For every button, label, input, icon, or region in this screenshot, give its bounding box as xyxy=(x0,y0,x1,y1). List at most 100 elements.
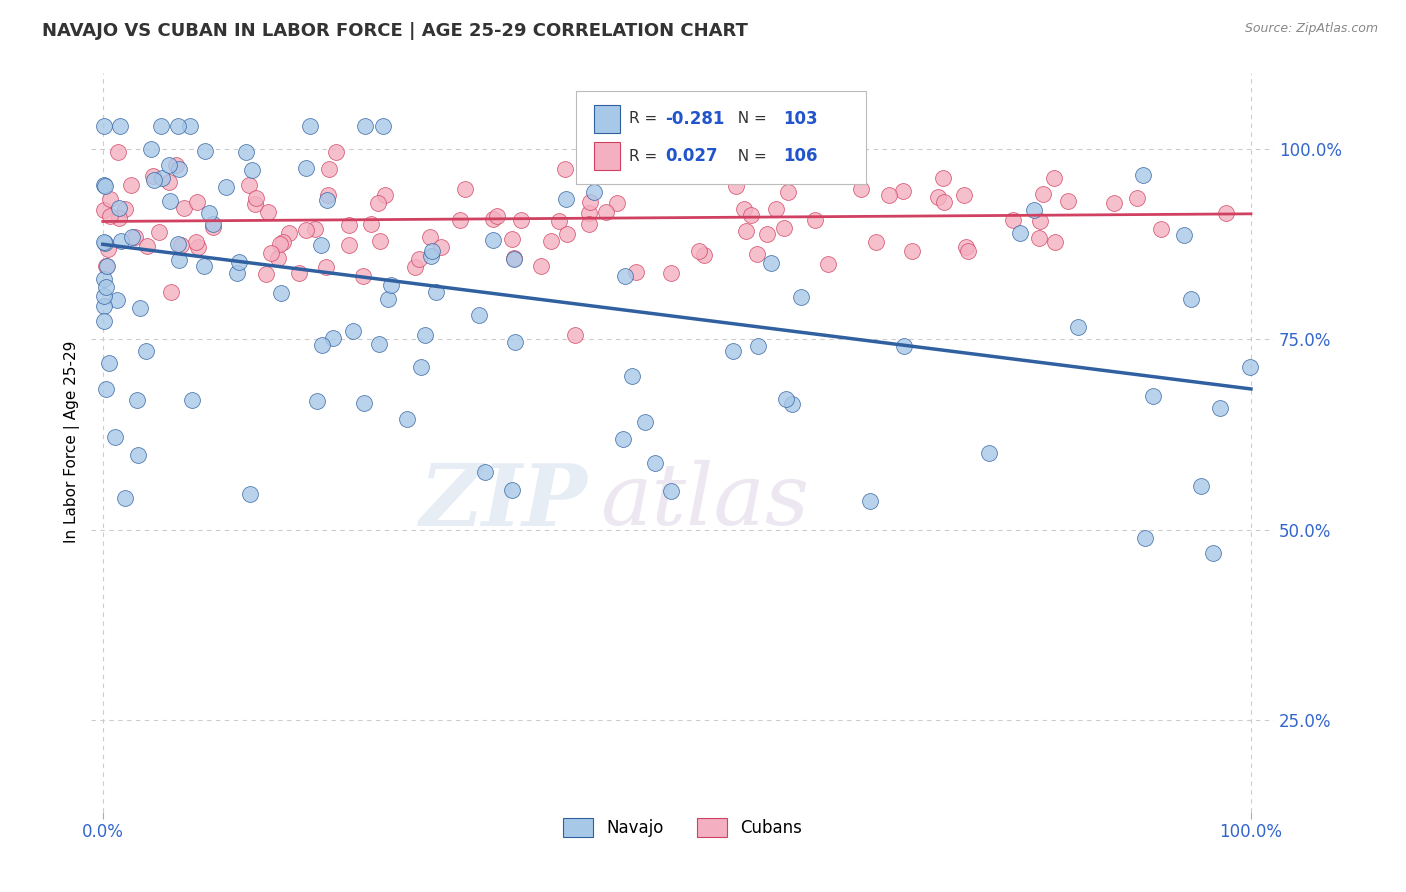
Point xyxy=(804,212,827,227)
Point xyxy=(257,205,280,219)
Point xyxy=(239,487,262,501)
Point xyxy=(932,194,955,209)
Text: atlas: atlas xyxy=(600,460,808,542)
Point xyxy=(295,161,318,175)
Point xyxy=(93,299,115,313)
Point xyxy=(1189,479,1212,493)
Point xyxy=(1043,235,1066,250)
Point xyxy=(98,209,121,223)
Point xyxy=(474,466,496,480)
Point xyxy=(157,175,180,189)
Point xyxy=(353,396,375,410)
Point xyxy=(1029,214,1052,228)
Point xyxy=(139,142,162,156)
Point xyxy=(1173,228,1195,243)
Point xyxy=(486,209,509,223)
Point xyxy=(352,269,374,284)
Point xyxy=(160,285,183,299)
Point xyxy=(693,248,716,262)
Point xyxy=(337,238,360,252)
Point xyxy=(186,235,208,249)
Point xyxy=(449,213,471,227)
Point xyxy=(740,208,762,222)
Point xyxy=(180,393,202,408)
Point xyxy=(270,285,292,300)
Point xyxy=(166,157,188,171)
Point xyxy=(108,120,131,134)
Point xyxy=(790,291,813,305)
Text: ZIP: ZIP xyxy=(420,459,588,543)
Point xyxy=(782,397,804,411)
Point xyxy=(1239,360,1261,375)
Point xyxy=(1031,186,1053,201)
Point xyxy=(322,330,344,344)
Point xyxy=(953,187,976,202)
Point xyxy=(148,225,170,239)
Point xyxy=(620,368,643,383)
Point xyxy=(269,236,291,251)
Point xyxy=(851,182,873,196)
Point xyxy=(278,227,301,241)
Point xyxy=(93,313,115,327)
Point xyxy=(413,327,436,342)
Point xyxy=(877,187,900,202)
Point xyxy=(368,234,391,248)
Point xyxy=(377,292,399,306)
Point xyxy=(578,218,600,232)
Point xyxy=(1126,191,1149,205)
Point xyxy=(956,244,979,258)
Point xyxy=(501,483,523,497)
Point xyxy=(768,145,790,159)
Point xyxy=(114,491,136,505)
Point xyxy=(129,301,152,315)
Point xyxy=(554,162,576,177)
Point xyxy=(510,212,533,227)
Point xyxy=(634,415,657,429)
Point xyxy=(755,227,778,241)
Point xyxy=(891,184,914,198)
Point xyxy=(127,448,149,462)
Point xyxy=(747,247,769,261)
Point xyxy=(1043,171,1066,186)
Point xyxy=(367,337,389,351)
Point xyxy=(927,190,949,204)
Point xyxy=(688,244,710,259)
Point xyxy=(530,259,553,273)
Point xyxy=(579,195,602,210)
Point xyxy=(121,230,143,244)
Point xyxy=(893,339,915,353)
Point xyxy=(254,267,277,281)
Point xyxy=(503,252,526,266)
Point xyxy=(548,214,571,228)
Point xyxy=(193,259,215,273)
Text: Source: ZipAtlas.com: Source: ZipAtlas.com xyxy=(1244,22,1378,36)
Point xyxy=(267,252,290,266)
Point xyxy=(96,382,118,396)
Point xyxy=(337,218,360,232)
Point xyxy=(1067,319,1090,334)
Point xyxy=(167,162,190,177)
Point xyxy=(304,222,326,236)
Point xyxy=(316,188,339,202)
Point xyxy=(380,277,402,292)
Point xyxy=(287,266,309,280)
Point xyxy=(775,392,797,406)
Text: 103: 103 xyxy=(783,110,818,128)
Point xyxy=(315,260,337,275)
Text: N =: N = xyxy=(727,112,770,127)
Point xyxy=(501,232,523,246)
Point xyxy=(96,280,118,294)
Point xyxy=(318,161,340,176)
Point xyxy=(578,206,600,220)
Point xyxy=(299,120,322,134)
Bar xyxy=(593,142,620,170)
Point xyxy=(468,308,491,322)
Point xyxy=(374,187,396,202)
Point xyxy=(865,235,887,249)
Text: -0.281: -0.281 xyxy=(665,110,724,128)
Point xyxy=(595,205,617,219)
Point xyxy=(955,240,977,254)
Point xyxy=(733,202,755,217)
Point xyxy=(159,194,181,208)
Point xyxy=(215,180,238,194)
